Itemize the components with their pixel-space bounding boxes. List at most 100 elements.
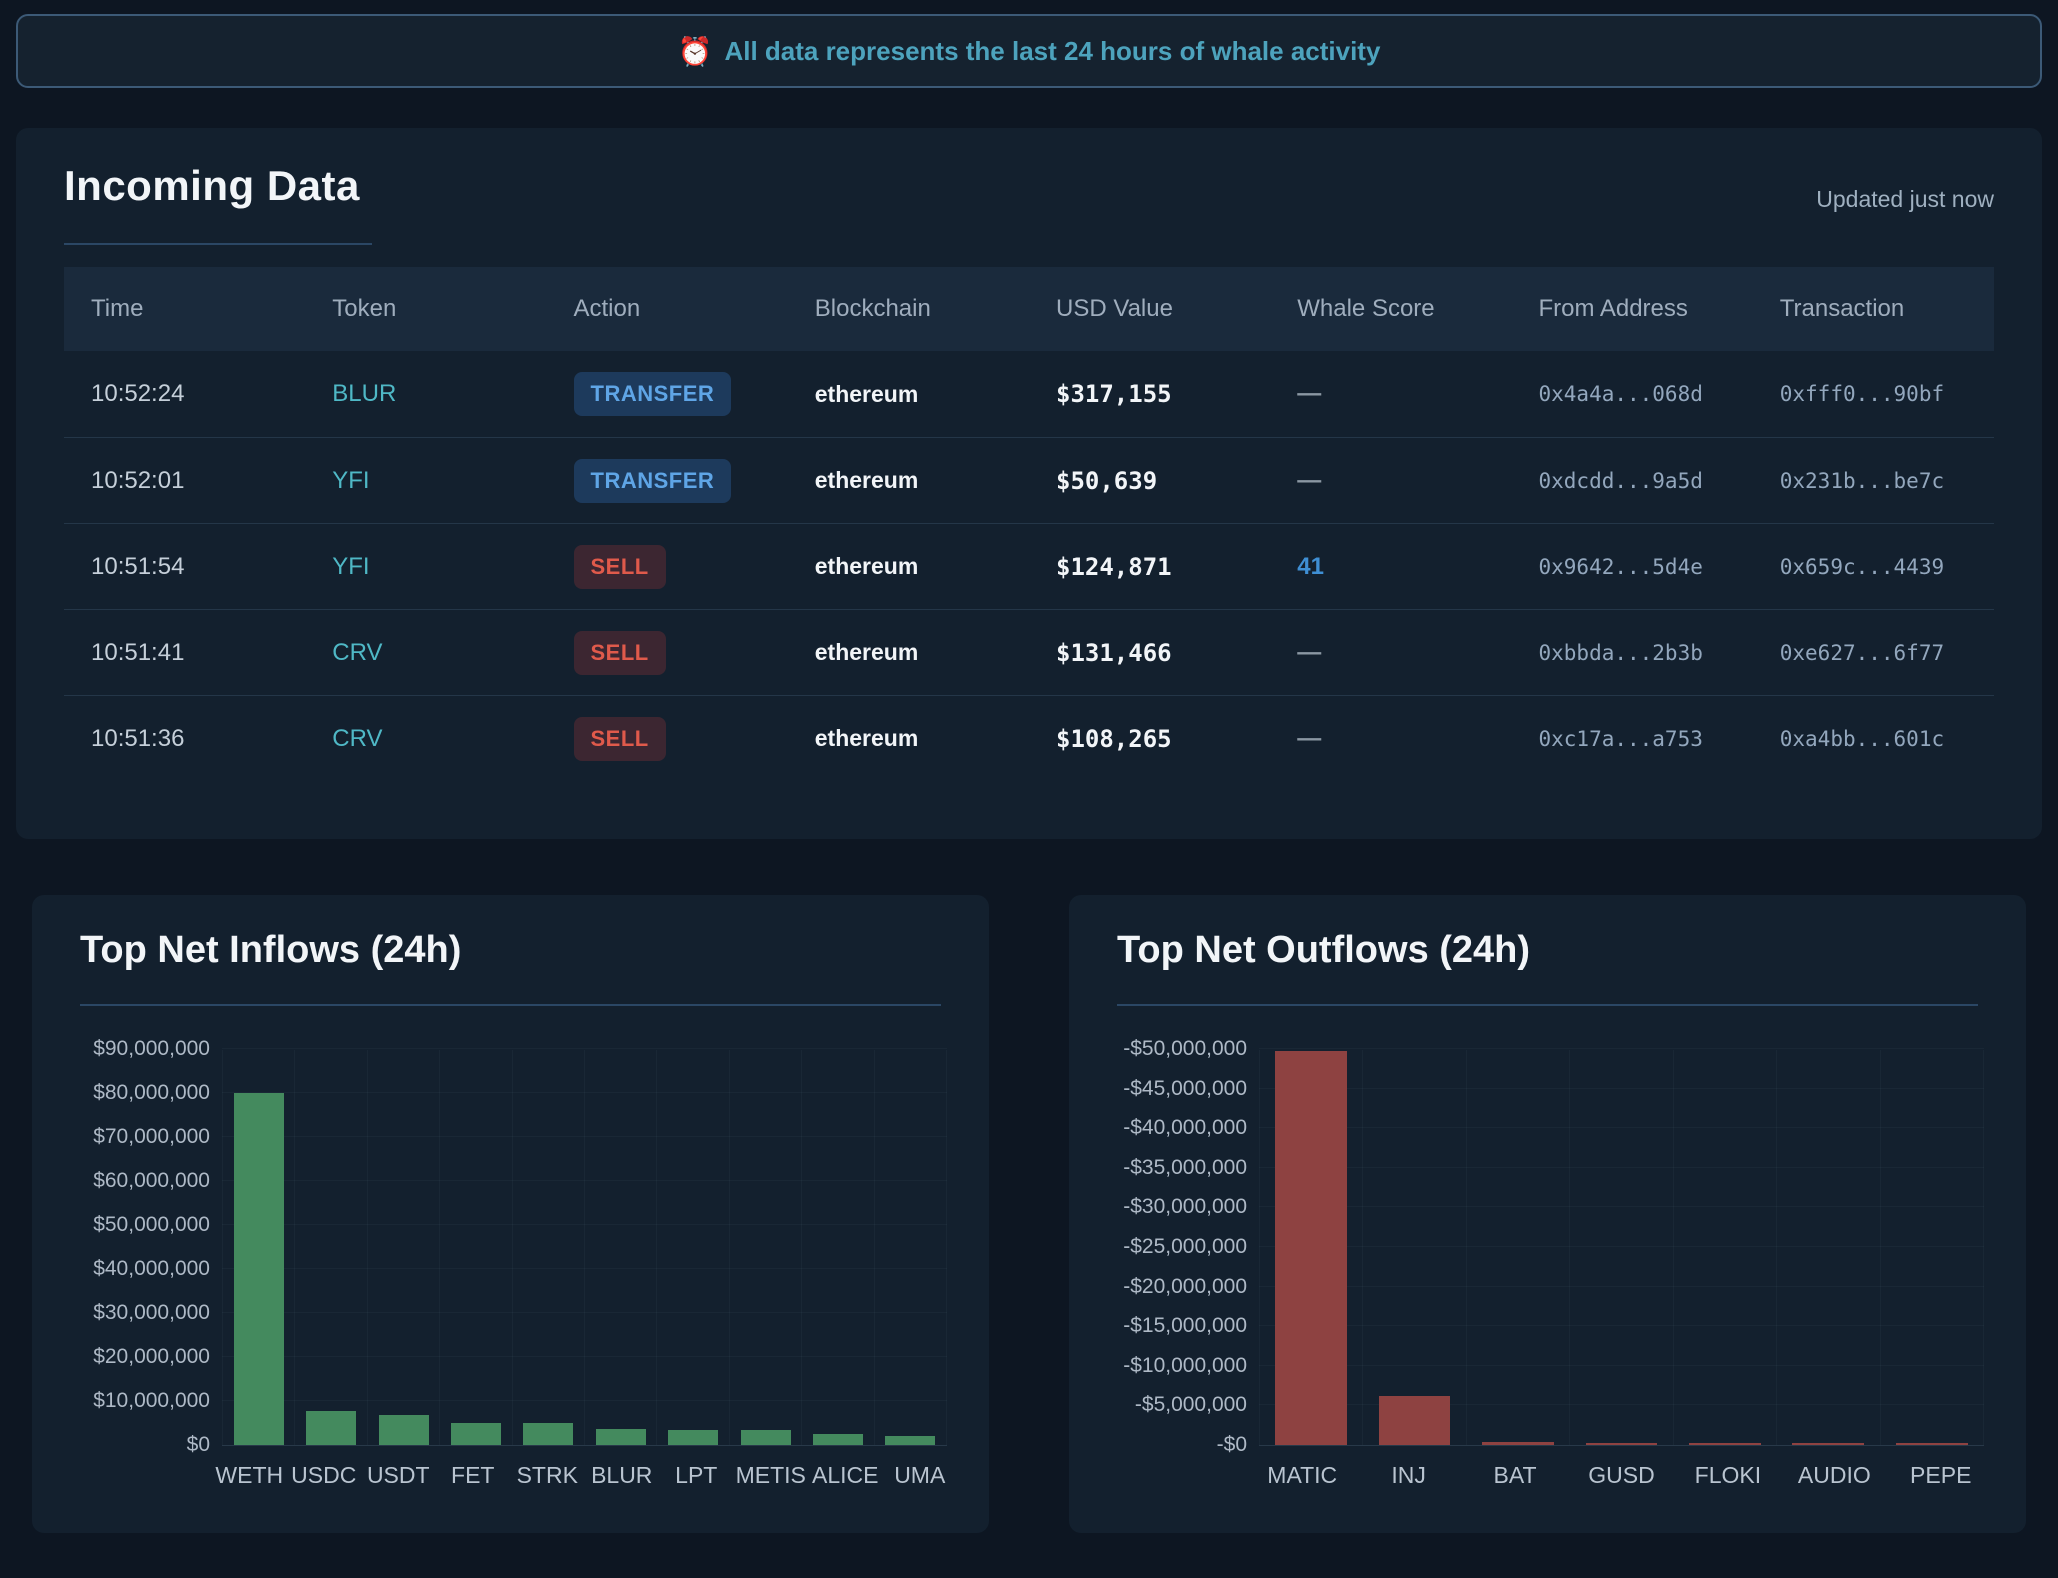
from-address: 0xdcdd...9a5d bbox=[1538, 468, 1703, 493]
bar-slot bbox=[730, 1050, 803, 1445]
x-axis-label: FLOKI bbox=[1694, 1462, 1762, 1488]
from-address: 0x9642...5d4e bbox=[1538, 554, 1703, 579]
token-link[interactable]: CRV bbox=[332, 638, 383, 666]
whale-score-value: — bbox=[1297, 466, 1322, 494]
bars bbox=[1259, 1050, 1984, 1445]
action-cell: TRANSFER bbox=[547, 458, 788, 503]
bar-slot bbox=[368, 1050, 441, 1445]
inflows-chart-title: Top Net Inflows (24h) bbox=[80, 929, 462, 971]
transaction-hash: 0xe627...6f77 bbox=[1779, 640, 1945, 665]
x-axis-label: LPT bbox=[675, 1462, 718, 1488]
y-axis-tick: -$35,000,000 bbox=[1123, 1155, 1247, 1179]
time-cell: 10:52:24 bbox=[91, 380, 185, 407]
gridline bbox=[222, 1312, 947, 1313]
x-axis-label: USDT bbox=[366, 1462, 430, 1488]
usd-value: $108,265 bbox=[1056, 724, 1172, 753]
x-axis-label: ALICE bbox=[812, 1462, 879, 1488]
y-axis-tick: -$20,000,000 bbox=[1123, 1274, 1247, 1298]
blockchain-cell: ethereum bbox=[814, 639, 919, 665]
column-header: Blockchain bbox=[814, 295, 931, 322]
gridline bbox=[222, 1224, 947, 1225]
gridline bbox=[222, 1136, 947, 1137]
y-axis-tick: -$50,000,000 bbox=[1123, 1037, 1247, 1060]
transaction-hash: 0x231b...be7c bbox=[1779, 468, 1945, 493]
bar-slot bbox=[802, 1050, 875, 1445]
x-axis-label: PEPE bbox=[1910, 1462, 1972, 1488]
bar-slot bbox=[1881, 1050, 1984, 1445]
y-axis-tick: $30,000,000 bbox=[93, 1301, 210, 1324]
y-axis-tick: -$25,000,000 bbox=[1123, 1235, 1247, 1258]
token-link[interactable]: YFI bbox=[332, 552, 370, 580]
token-cell: YFI bbox=[305, 467, 546, 495]
y-axis-tick: $70,000,000 bbox=[93, 1125, 210, 1148]
bar bbox=[378, 1415, 429, 1445]
chart-underline bbox=[1117, 1004, 1978, 1006]
gridline bbox=[222, 1048, 947, 1049]
token-link[interactable]: YFI bbox=[332, 466, 370, 494]
gridline bbox=[1259, 1087, 1984, 1089]
y-axis-tick: $60,000,000 bbox=[93, 1169, 210, 1192]
blockchain-cell: ethereum bbox=[814, 380, 919, 407]
usd-value: $317,155 bbox=[1056, 380, 1172, 408]
y-axis-tick: -$0 bbox=[1216, 1433, 1247, 1456]
column-header: From Address bbox=[1538, 295, 1688, 322]
x-axis-label: BAT bbox=[1493, 1462, 1537, 1488]
table-row: 10:51:36 CRV SELL ethereum $108,265 — 0xc17a..… bbox=[64, 695, 1994, 781]
x-axis-label: USDC bbox=[291, 1462, 357, 1488]
blockchain-cell: ethereum bbox=[814, 467, 919, 493]
from-address: 0xbbda...2b3b bbox=[1538, 640, 1703, 665]
x-axis-label: AUDIO bbox=[1797, 1462, 1871, 1488]
blockchain-cell: ethereum bbox=[814, 725, 919, 751]
usd-value: $124,871 bbox=[1056, 552, 1172, 581]
whale-score: — bbox=[1270, 725, 1511, 753]
gridline bbox=[222, 1268, 947, 1269]
token-link[interactable]: CRV bbox=[332, 724, 383, 752]
action-cell: SELL bbox=[547, 544, 788, 589]
bar bbox=[885, 1436, 936, 1445]
transaction-hash: 0x659c...4439 bbox=[1779, 554, 1945, 579]
whale-score-value: — bbox=[1297, 380, 1322, 407]
x-axis-label: STRK bbox=[516, 1462, 578, 1488]
bar bbox=[1689, 1443, 1761, 1445]
bar-slot bbox=[1674, 1050, 1778, 1445]
x-axis-label: METIS bbox=[735, 1462, 806, 1488]
whale-score: — bbox=[1270, 380, 1511, 408]
bar bbox=[306, 1411, 357, 1445]
banner-text: All data represents the last 24 hours of… bbox=[724, 35, 1381, 66]
action-badge: SELL bbox=[573, 716, 666, 761]
y-axis-tick: $0 bbox=[186, 1433, 210, 1456]
gridline bbox=[1259, 1325, 1984, 1327]
y-axis: -$0 -$5,000,000 -$10,000,000 -$15,000,000 -$… bbox=[1111, 1037, 1259, 1456]
token-cell: BLUR bbox=[305, 380, 546, 408]
action-cell: SELL bbox=[547, 716, 788, 761]
time-cell: 10:51:36 bbox=[91, 724, 185, 752]
title-underline bbox=[64, 243, 372, 245]
outflows-bar-chart: -$0 -$5,000,000 -$10,000,000 -$15,000,000 -$… bbox=[1101, 1037, 1994, 1489]
y-axis-tick: $50,000,000 bbox=[93, 1213, 210, 1236]
token-link[interactable]: BLUR bbox=[332, 380, 397, 407]
y-axis-tick: $40,000,000 bbox=[93, 1257, 210, 1280]
bar-slot bbox=[585, 1050, 658, 1445]
whale-score-value: — bbox=[1297, 638, 1322, 666]
gridline bbox=[222, 1400, 947, 1401]
whale-score-value: 41 bbox=[1297, 552, 1324, 580]
bar-slot bbox=[1259, 1050, 1364, 1445]
bar bbox=[1585, 1443, 1658, 1445]
y-axis-tick: $10,000,000 bbox=[93, 1389, 210, 1412]
x-axis-label: MATIC bbox=[1267, 1462, 1338, 1488]
gridline bbox=[222, 1356, 947, 1357]
action-badge: SELL bbox=[573, 544, 666, 589]
bar-slot bbox=[295, 1050, 368, 1445]
y-axis-tick: -$40,000,000 bbox=[1123, 1116, 1247, 1140]
gridline bbox=[1259, 1166, 1984, 1168]
gridline bbox=[1259, 1404, 1984, 1406]
incoming-data-panel: Incoming Data Updated just now Time Token… bbox=[16, 128, 2042, 839]
y-axis-tick: -$5,000,000 bbox=[1134, 1393, 1247, 1417]
bar bbox=[1482, 1441, 1554, 1445]
whale-score: — bbox=[1270, 639, 1511, 667]
x-axis-label: WETH bbox=[215, 1462, 284, 1488]
x-axis-label: UMA bbox=[894, 1462, 946, 1488]
page-title: Incoming Data bbox=[64, 162, 360, 209]
plot-area bbox=[222, 1048, 948, 1446]
y-axis-tick: $90,000,000 bbox=[93, 1037, 210, 1060]
